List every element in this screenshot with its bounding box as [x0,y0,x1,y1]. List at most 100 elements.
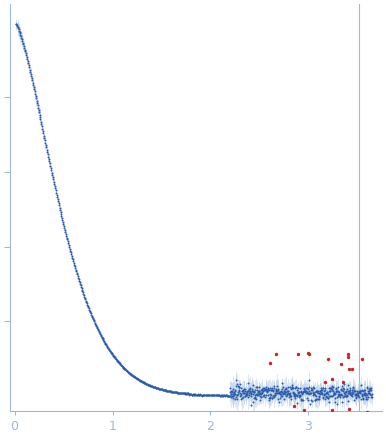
Point [83,297,89,304]
Point [35,104,41,111]
Point [135,376,141,383]
Point [278,411,284,418]
Point [181,390,188,397]
Point [13,21,19,28]
Point [225,392,231,399]
Point [361,390,367,397]
Point [267,393,274,400]
Point [266,395,273,402]
Point [32,93,39,100]
Point [18,33,24,40]
Point [125,369,132,376]
Point [345,389,352,396]
Point [345,354,351,361]
Point [347,389,353,396]
Point [24,54,30,61]
Point [359,355,365,362]
Point [343,388,349,395]
Point [344,385,350,392]
Point [246,389,252,396]
Point [226,392,232,399]
Point [339,392,345,399]
Point [283,389,289,396]
Point [208,392,214,399]
Point [160,386,166,393]
Point [183,390,189,397]
Point [341,393,347,400]
Point [368,385,374,392]
Point [104,343,110,350]
Point [365,394,371,401]
Point [154,385,160,392]
Point [149,383,156,390]
Point [191,392,198,399]
Point [16,27,22,34]
Point [356,387,362,394]
Point [246,386,252,393]
Point [145,381,151,388]
Point [229,393,235,400]
Point [279,383,286,390]
Point [242,388,248,395]
Point [270,387,276,394]
Point [261,391,267,398]
Point [52,187,59,194]
Point [291,391,298,398]
Point [250,391,256,398]
Point [99,334,105,341]
Point [95,327,102,334]
Point [282,391,288,398]
Point [240,389,247,396]
Point [178,389,184,396]
Point [340,388,346,395]
Point [357,387,363,394]
Point [356,388,362,395]
Point [183,390,190,397]
Point [361,390,367,397]
Point [320,384,326,391]
Point [270,387,276,394]
Point [288,395,294,402]
Point [217,392,223,399]
Point [78,282,84,289]
Point [207,392,213,399]
Point [60,218,66,225]
Point [82,296,88,303]
Point [321,387,327,394]
Point [34,102,41,109]
Point [121,364,127,371]
Point [203,392,210,399]
Point [236,387,242,394]
Point [38,118,44,125]
Point [365,390,371,397]
Point [323,390,329,397]
Point [244,388,251,395]
Point [248,401,254,408]
Point [102,339,108,346]
Point [174,389,180,396]
Point [148,382,154,389]
Point [308,384,314,391]
Point [212,392,218,399]
Point [251,386,257,393]
Point [77,280,83,287]
Point [285,384,291,391]
Point [271,385,277,392]
Point [290,389,296,396]
Point [345,406,352,413]
Point [363,391,369,398]
Point [93,321,99,328]
Point [315,395,322,402]
Point [340,380,347,387]
Point [114,357,120,364]
Point [146,382,152,388]
Point [54,195,61,202]
Point [167,388,173,395]
Point [242,393,248,400]
Point [78,284,85,291]
Point [198,392,204,399]
Point [233,382,239,389]
Point [130,373,137,380]
Point [301,386,307,393]
Point [227,392,233,399]
